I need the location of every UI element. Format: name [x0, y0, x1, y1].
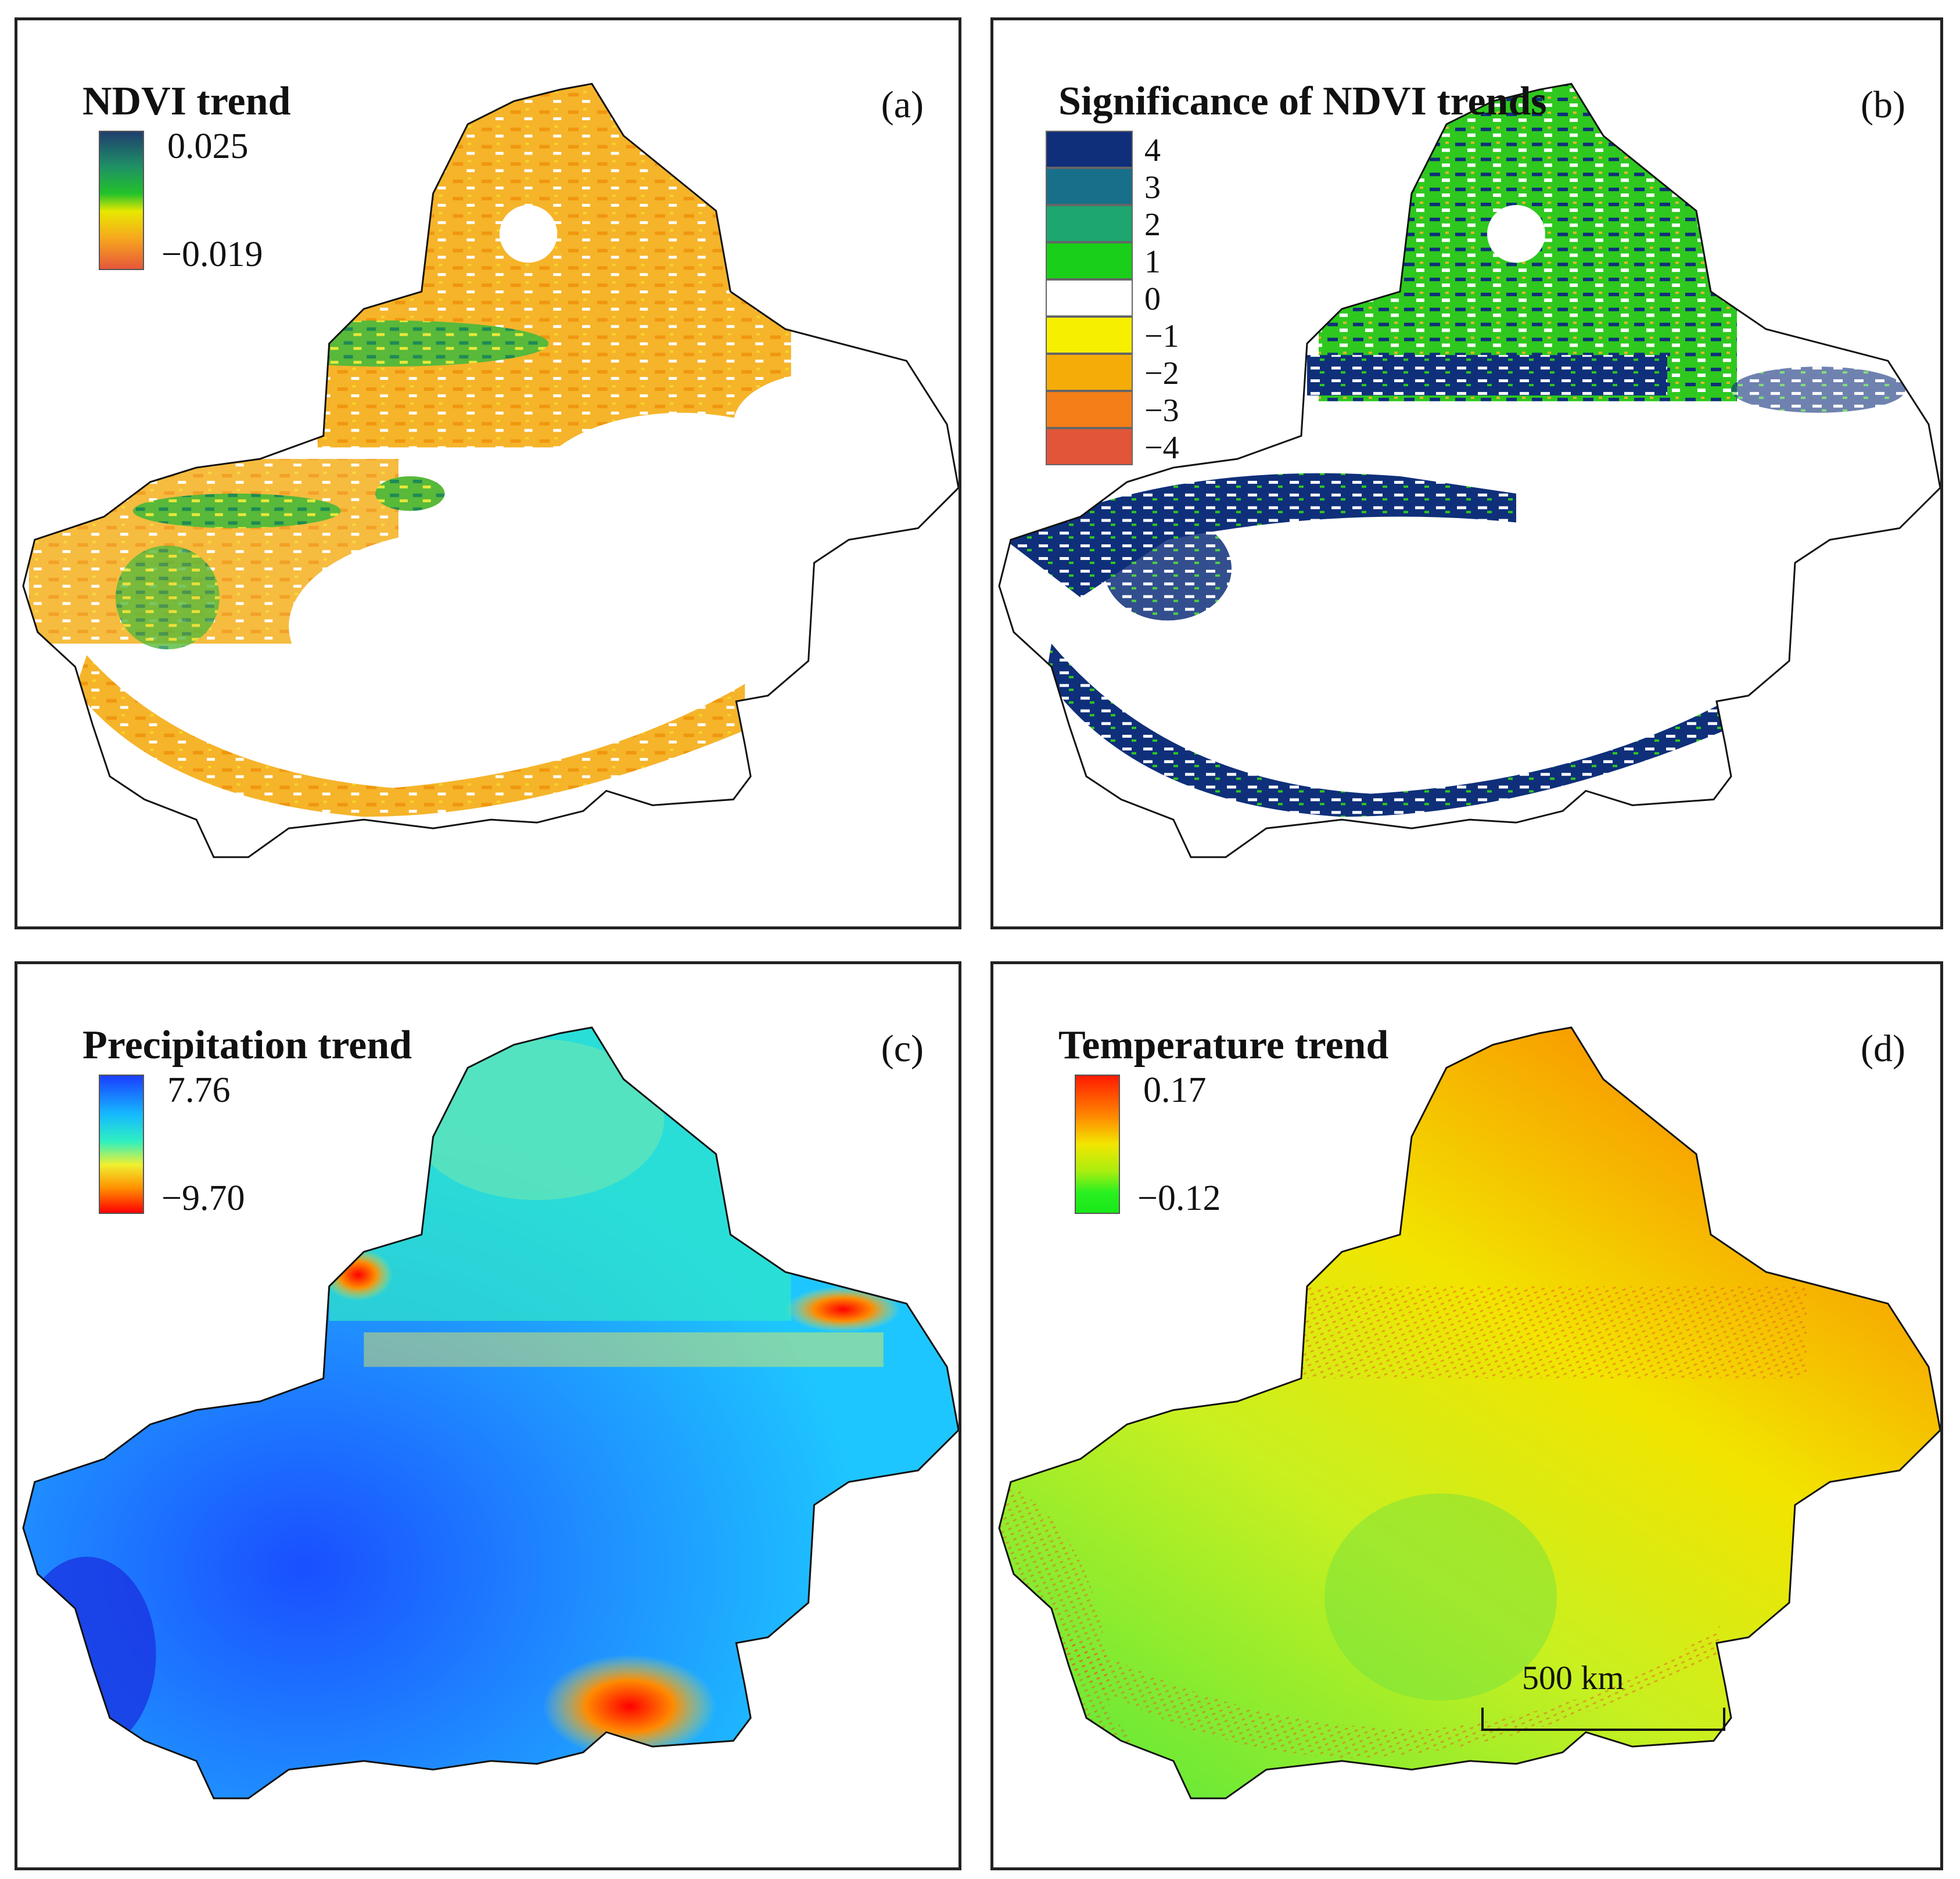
legend-colorbar	[1075, 1075, 1120, 1214]
legend-swatch	[1046, 317, 1133, 354]
scale-bar-label: 500 km	[1522, 1659, 1624, 1697]
scale-bar-line	[1481, 1729, 1725, 1731]
panel-label: (a)	[881, 84, 924, 126]
legend-class-label: −4	[1144, 430, 1179, 466]
ndvi-trend-map	[22, 82, 959, 858]
legend-swatch	[1046, 242, 1133, 279]
panel-title: Significance of NDVI trends	[1058, 79, 1547, 124]
legend-class-label: 1	[1144, 244, 1161, 280]
legend-class-label: 0	[1144, 281, 1161, 317]
panel-label: (d)	[1861, 1027, 1905, 1070]
legend-swatch	[1046, 391, 1133, 428]
legend-max-label: 0.025	[167, 127, 249, 166]
legend-max-label: 7.76	[167, 1070, 231, 1110]
legend-class-row: 4	[1046, 131, 1232, 168]
legend-min-label: −0.12	[1137, 1179, 1221, 1218]
panel-title: Temperature trend	[1058, 1023, 1389, 1068]
scale-bar-tick-right	[1723, 1708, 1725, 1731]
panel-a: NDVI trend (a) 0.025 −0.019	[15, 17, 961, 929]
panel-label: (b)	[1861, 84, 1905, 126]
panel-b: Significance of NDVI trends (b) 4 3 2 1 0 −1−…	[990, 17, 1943, 929]
legend-class-label: 4	[1144, 132, 1161, 168]
legend-class-row: 1	[1046, 242, 1232, 280]
panel-title: Precipitation trend	[82, 1023, 412, 1068]
legend-colorbar	[99, 131, 144, 270]
legend-class-row: 3	[1046, 168, 1232, 206]
legend-min-label: −0.019	[161, 235, 263, 274]
scale-bar-tick-left	[1481, 1708, 1484, 1731]
legend-class-row: −3	[1046, 391, 1232, 429]
panel-title: NDVI trend	[82, 79, 291, 124]
legend-max-label: 0.17	[1143, 1070, 1207, 1110]
temperature-trend-map	[998, 1026, 1940, 1799]
legend-class-label: −3	[1144, 393, 1179, 429]
significance-map	[998, 82, 1940, 858]
legend-class-row: −2	[1046, 354, 1232, 391]
legend-swatch	[1046, 168, 1133, 205]
legend-colorbar	[99, 1075, 144, 1214]
legend-swatch	[1046, 279, 1133, 317]
panel-label: (c)	[881, 1027, 924, 1070]
legend-min-label: −9.70	[161, 1179, 245, 1218]
legend-class-row: −1	[1046, 317, 1232, 354]
legend-class-label: −1	[1144, 318, 1179, 354]
panel-c: Precipitation trend (c) 7.76 −9.70	[15, 961, 961, 1870]
legend-swatch	[1046, 428, 1133, 465]
legend-class-row: 0	[1046, 279, 1232, 317]
panel-d: Temperature trend (d) 0.17 −0.12 500 km	[990, 961, 1943, 1870]
scale-bar: 500 km	[1481, 1659, 1725, 1737]
legend-swatch	[1046, 131, 1133, 168]
legend-class-label: −2	[1144, 355, 1179, 391]
precipitation-trend-map	[22, 1026, 959, 1799]
legend-class-row: −4	[1046, 428, 1232, 466]
legend-swatch	[1046, 205, 1133, 242]
legend-swatch	[1046, 354, 1133, 391]
legend-class-row: 2	[1046, 205, 1232, 243]
legend-class-label: 2	[1144, 207, 1161, 243]
legend-class-label: 3	[1144, 170, 1161, 206]
